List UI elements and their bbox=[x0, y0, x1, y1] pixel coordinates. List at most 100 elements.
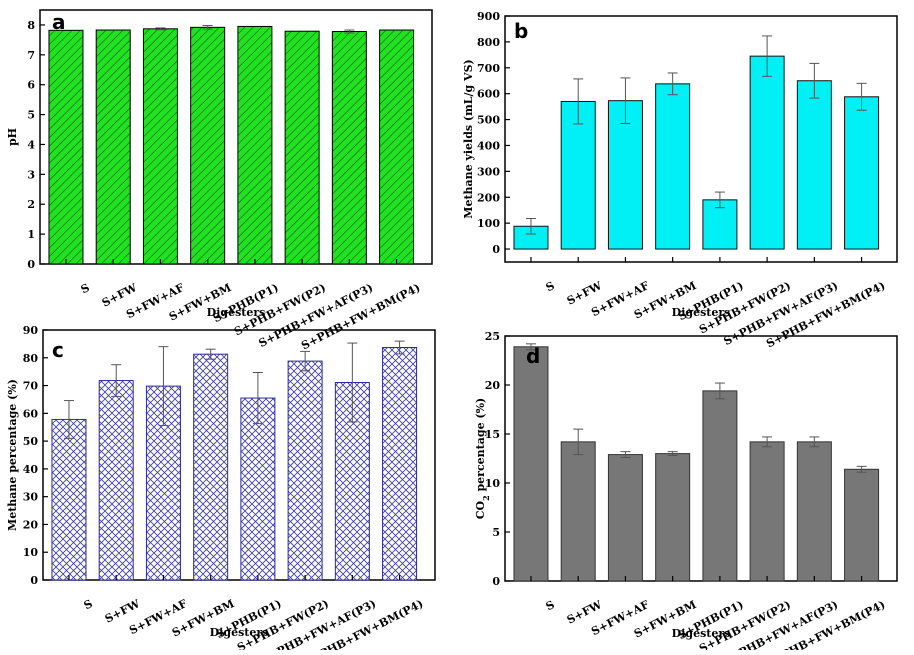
y-tick-label: 300 bbox=[477, 165, 500, 178]
x-axis-label: Digesters bbox=[210, 626, 269, 639]
bar-b-2 bbox=[607, 100, 643, 250]
error-bar-b-2 bbox=[620, 77, 631, 124]
bar-d-1 bbox=[560, 441, 596, 582]
bar-c-4 bbox=[240, 397, 276, 581]
bar-d-0 bbox=[513, 346, 549, 582]
y-tick-label: 7 bbox=[27, 49, 35, 62]
plot-frame bbox=[504, 335, 898, 582]
x-category-label: S bbox=[82, 597, 95, 612]
y-tick-label: 1 bbox=[27, 228, 35, 241]
bar-c-7 bbox=[382, 347, 418, 581]
y-tick-label: 25 bbox=[485, 330, 500, 343]
y-tick-label: 15 bbox=[485, 428, 500, 441]
y-tick-label: 500 bbox=[477, 114, 500, 127]
y-tick-label: 10 bbox=[23, 546, 39, 559]
x-axis-label: Digesters bbox=[672, 306, 731, 319]
y-axis-label: Methane yields (mL/g VS) bbox=[462, 59, 475, 218]
y-tick-label: 5 bbox=[27, 109, 35, 122]
error-bar-c-2 bbox=[158, 346, 169, 427]
error-bar-c-3 bbox=[205, 348, 216, 360]
error-bar-d-5 bbox=[762, 436, 773, 448]
bar-a-5 bbox=[284, 30, 320, 265]
error-bar-d-1 bbox=[573, 428, 584, 456]
y-tick-label: 800 bbox=[477, 36, 500, 49]
bar-d-2 bbox=[607, 454, 643, 582]
y-tick-label: 20 bbox=[485, 379, 501, 392]
error-bar-b-6 bbox=[809, 62, 820, 99]
x-axis-label: Digesters bbox=[207, 306, 266, 319]
bar-a-7 bbox=[379, 29, 415, 265]
y-tick-label: 90 bbox=[23, 324, 39, 337]
error-bar-c-6 bbox=[347, 342, 358, 423]
y-tick-label: 2 bbox=[27, 198, 35, 211]
y-tick-label: 10 bbox=[485, 477, 501, 490]
bar-b-6 bbox=[796, 80, 832, 250]
bar-d-4 bbox=[702, 390, 738, 582]
x-category-label: S bbox=[79, 281, 92, 296]
bar-d-7 bbox=[844, 468, 880, 582]
y-tick-label: 700 bbox=[477, 62, 500, 75]
bar-a-2 bbox=[142, 28, 178, 265]
bar-c-3 bbox=[193, 353, 229, 581]
panel-label-c: c bbox=[52, 338, 64, 362]
y-tick-label: 200 bbox=[477, 191, 500, 204]
error-bar-c-1 bbox=[111, 364, 122, 397]
panel-label-d: d bbox=[526, 344, 540, 368]
y-tick-label: 0 bbox=[27, 258, 35, 271]
y-tick-label: 600 bbox=[477, 88, 500, 101]
bar-d-6 bbox=[796, 441, 832, 582]
y-axis-label-tail: percentage (%) bbox=[474, 398, 487, 496]
bar-a-1 bbox=[95, 29, 131, 265]
panel-label-a: a bbox=[52, 10, 66, 34]
error-bar-d-3 bbox=[667, 451, 678, 457]
y-tick-label: 100 bbox=[477, 217, 500, 230]
y-tick-label: 70 bbox=[23, 380, 39, 393]
y-tick-label: 6 bbox=[27, 79, 35, 92]
y-tick-label: 400 bbox=[477, 139, 500, 152]
error-bar-b-1 bbox=[573, 78, 584, 125]
y-tick-label: 50 bbox=[23, 435, 39, 448]
y-tick-label: 60 bbox=[23, 407, 39, 420]
error-bar-b-4 bbox=[714, 191, 725, 209]
bar-d-3 bbox=[655, 453, 691, 582]
error-bar-c-4 bbox=[252, 372, 263, 425]
error-bar-c-5 bbox=[300, 350, 311, 372]
y-tick-label: 5 bbox=[492, 526, 500, 539]
error-bar-d-6 bbox=[809, 436, 820, 448]
error-bar-b-7 bbox=[856, 82, 867, 111]
error-bar-b-3 bbox=[667, 72, 678, 96]
bar-c-5 bbox=[287, 360, 323, 581]
y-tick-label: 3 bbox=[27, 168, 35, 181]
panel-label-b: b bbox=[514, 19, 528, 43]
plot-frame bbox=[42, 329, 436, 581]
bar-a-3 bbox=[190, 26, 226, 265]
bar-b-3 bbox=[655, 83, 691, 250]
bar-a-6 bbox=[331, 31, 367, 265]
x-axis-label: Digesters bbox=[672, 627, 731, 640]
plot-frame bbox=[504, 15, 898, 263]
y-tick-label: 8 bbox=[27, 19, 35, 32]
y-tick-label: 30 bbox=[23, 491, 39, 504]
error-bar-c-0 bbox=[63, 400, 74, 439]
y-tick-label: 80 bbox=[23, 352, 39, 365]
error-bar-a-3 bbox=[202, 25, 213, 30]
error-bar-a-6 bbox=[344, 29, 355, 34]
y-axis-label: CO2 percentage (%) bbox=[474, 398, 491, 520]
error-bar-b-5 bbox=[762, 35, 773, 77]
bar-a-0 bbox=[48, 29, 84, 265]
y-axis-label: Methane percentage (%) bbox=[6, 379, 19, 531]
error-bar-d-2 bbox=[620, 451, 631, 459]
y-axis-label-main: CO bbox=[474, 501, 487, 520]
error-bar-d-0 bbox=[525, 343, 536, 351]
bar-b-7 bbox=[844, 96, 880, 250]
error-bar-d-7 bbox=[856, 465, 867, 473]
bar-b-1 bbox=[560, 100, 596, 250]
error-bar-a-2 bbox=[155, 27, 166, 31]
x-category-label: S bbox=[544, 598, 557, 613]
